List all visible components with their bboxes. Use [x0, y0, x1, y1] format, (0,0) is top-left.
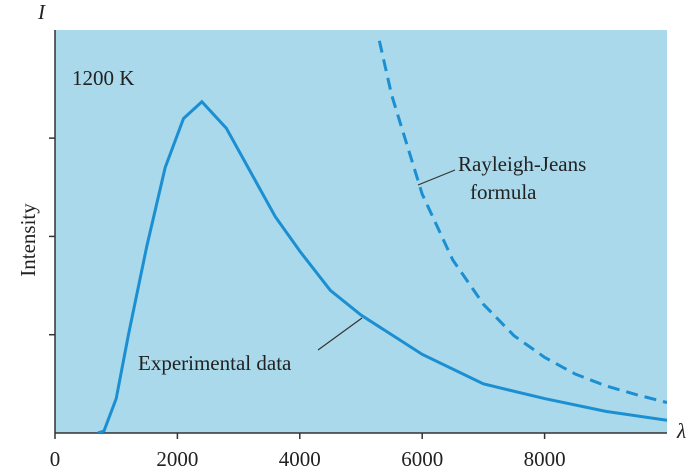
- annotation: Experimental data: [138, 351, 292, 375]
- x-tick-label: 8000: [524, 447, 566, 471]
- annotation: formula: [470, 180, 537, 204]
- leader-line: [317, 317, 363, 351]
- x-axis-symbol: λ: [676, 419, 686, 443]
- leader-line: [417, 169, 456, 186]
- x-tick-label: 2000: [156, 447, 198, 471]
- annotation: 1200 K: [72, 66, 134, 90]
- y-axis-symbol: I: [37, 0, 46, 24]
- x-tick-label: 6000: [401, 447, 443, 471]
- plot-background: [55, 30, 667, 433]
- series-line: [97, 99, 667, 433]
- series-line: [377, 40, 667, 404]
- annotation: Rayleigh-Jeans: [458, 152, 586, 176]
- y-axis-label: Intensity: [16, 203, 40, 277]
- x-tick-label: 4000: [279, 447, 321, 471]
- x-tick-label: 0: [50, 447, 61, 471]
